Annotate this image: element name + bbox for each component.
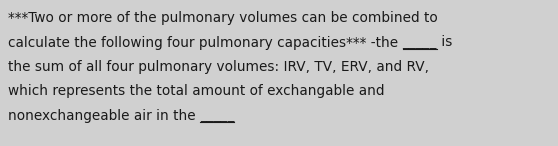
Text: calculate the following four pulmonary capacities*** -the: calculate the following four pulmonary c… [8, 35, 402, 49]
Text: _____: _____ [200, 109, 234, 123]
Text: is: is [437, 35, 452, 49]
Text: nonexchangeable air in the: nonexchangeable air in the [8, 109, 200, 123]
Text: ***Two or more of the pulmonary volumes can be combined to: ***Two or more of the pulmonary volumes … [8, 11, 437, 25]
Text: _____: _____ [402, 35, 437, 49]
Text: the sum of all four pulmonary volumes: IRV, TV, ERV, and RV,: the sum of all four pulmonary volumes: I… [8, 60, 429, 74]
Text: which represents the total amount of exchangable and: which represents the total amount of exc… [8, 85, 384, 99]
